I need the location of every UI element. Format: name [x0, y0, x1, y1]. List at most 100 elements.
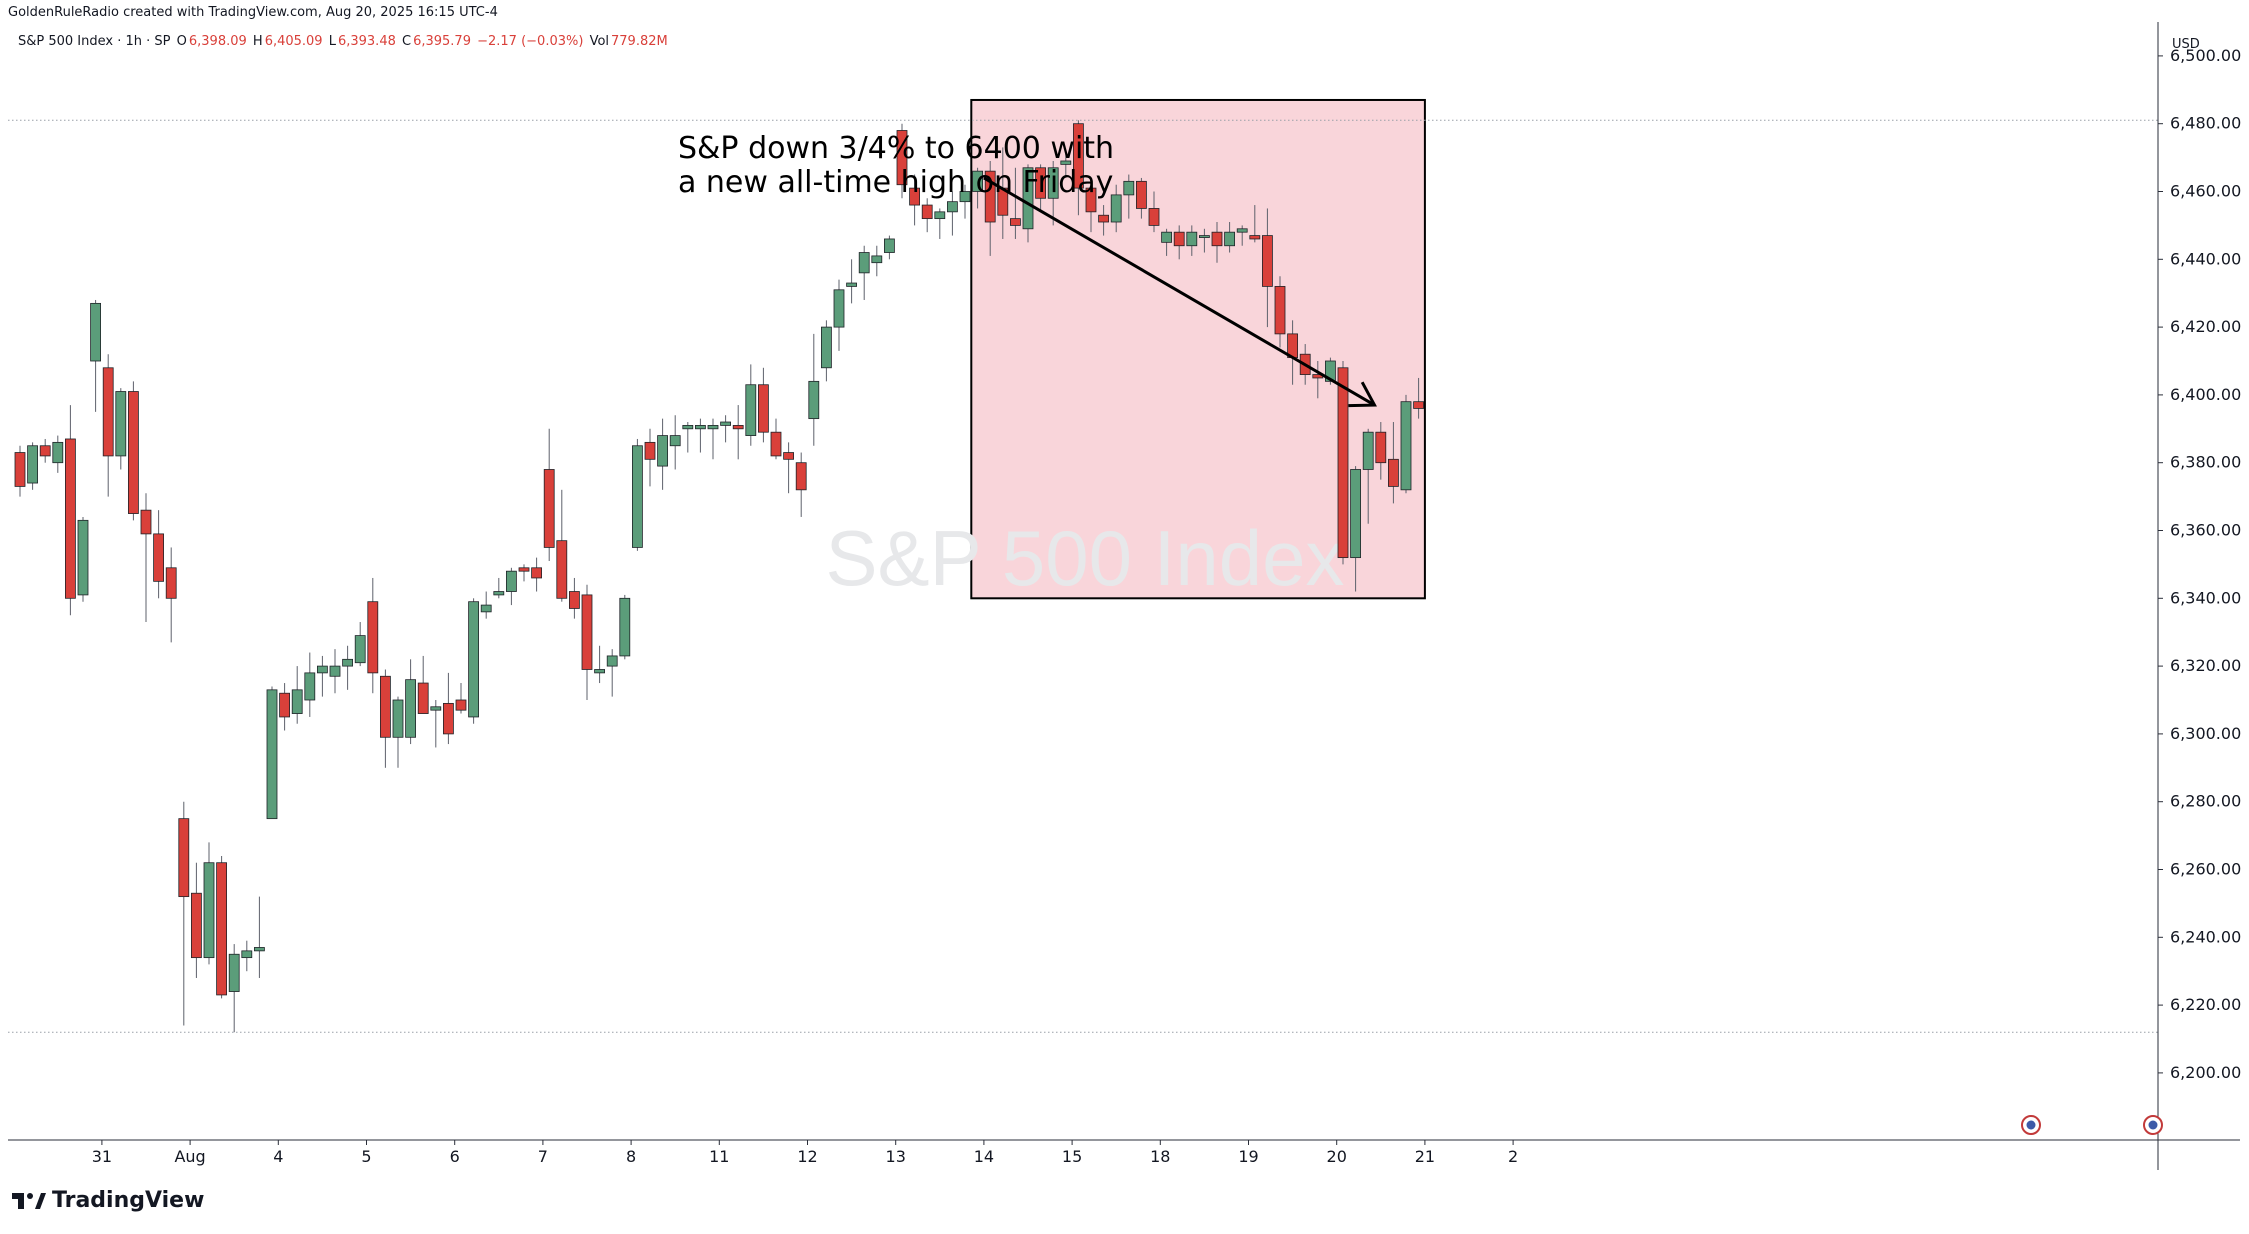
x-tick-label: 19	[1238, 1147, 1258, 1166]
candle-up	[342, 658, 354, 667]
candle-down	[984, 170, 996, 223]
candle-up	[1022, 167, 1034, 230]
candle-down	[127, 391, 139, 514]
candle-down	[770, 431, 782, 457]
candle-down	[379, 675, 391, 738]
candle-down	[795, 462, 807, 491]
candle-down	[783, 452, 794, 460]
candle-up	[884, 238, 895, 253]
candle-up	[1161, 231, 1172, 243]
annotations	[983, 176, 1377, 408]
x-tick-label: 31	[92, 1147, 112, 1166]
candle-up	[329, 665, 341, 677]
brand-name: TradingView	[52, 1188, 205, 1213]
candle-down	[65, 438, 76, 599]
candle-up	[266, 689, 278, 820]
y-tick-label: 6,440.00	[2170, 249, 2241, 268]
trend-arrow-head	[1348, 381, 1377, 408]
candle-down	[1173, 231, 1185, 247]
candle-up	[1110, 194, 1122, 223]
high-value: 6,405.09	[264, 34, 323, 49]
candle-up	[657, 435, 668, 467]
candle-down	[140, 509, 152, 535]
candle-up	[405, 679, 417, 738]
x-tick-label: 12	[797, 1147, 817, 1166]
candle-up	[304, 672, 316, 701]
y-tick-label: 6,360.00	[2170, 521, 2241, 540]
candle-up	[354, 635, 366, 664]
candle-up	[871, 255, 883, 264]
candle-up	[1123, 180, 1135, 196]
candle-down	[543, 469, 555, 548]
candle-up	[241, 950, 253, 959]
y-tick-label: 6,280.00	[2170, 792, 2241, 811]
candle-down	[518, 567, 530, 572]
candle-down	[1413, 401, 1424, 409]
candle-down	[1388, 458, 1399, 487]
candle-down	[102, 367, 114, 457]
highlight-box	[970, 98, 1426, 600]
chart-background	[8, 98, 2158, 1033]
candle-down	[921, 204, 933, 220]
candle-up	[27, 445, 39, 484]
candle-up	[505, 570, 517, 592]
symbol-legend: S&P 500 Index · 1h · SP O 6,398.09 H 6,405…	[18, 34, 670, 49]
candle-down	[153, 533, 165, 582]
candle-down	[178, 818, 190, 898]
candle-up	[1350, 469, 1361, 559]
x-tick-label: 18	[1150, 1147, 1170, 1166]
candle-down	[644, 441, 656, 460]
tradingview-brand[interactable]: TradingView	[12, 1188, 204, 1213]
candle-down	[1035, 167, 1046, 199]
candle-up	[1236, 228, 1248, 233]
candle-up	[316, 665, 328, 674]
candle-up	[1362, 431, 1374, 470]
candle-down	[279, 692, 291, 718]
x-tick-label: 21	[1415, 1147, 1435, 1166]
candle-down	[758, 384, 769, 433]
symbol-name: S&P 500 Index · 1h · SP	[18, 34, 171, 49]
candle-up	[594, 669, 605, 674]
annotation-line-1: S&P down 3/4% to 6400 with	[678, 131, 1114, 166]
candle-down	[909, 187, 920, 206]
candle-up	[833, 289, 845, 328]
x-tick-label: 14	[974, 1147, 994, 1166]
candle-down	[1337, 367, 1349, 559]
candle-up	[619, 597, 631, 657]
x-tick-label: 20	[1327, 1147, 1347, 1166]
candle-down	[1249, 235, 1261, 240]
candle-up	[468, 601, 480, 718]
x-tick-label: 15	[1062, 1147, 1082, 1166]
candle-down	[1073, 123, 1084, 189]
candle-up	[228, 953, 240, 992]
y-tick-label: 6,420.00	[2170, 317, 2241, 336]
change-value: −2.17 (−0.03%)	[477, 34, 584, 49]
candle-down	[1211, 231, 1223, 247]
candle-up	[947, 201, 958, 213]
candle-up	[77, 519, 89, 596]
vol-label: Vol	[589, 34, 610, 49]
candle-up	[493, 591, 505, 596]
candle-up	[1325, 360, 1336, 382]
x-tick-label: 8	[626, 1147, 636, 1166]
candle-up	[934, 211, 946, 220]
vol-value: 779.82M	[611, 34, 668, 49]
candle-down	[1262, 235, 1273, 287]
tradingview-logo-icon	[12, 1192, 46, 1209]
candle-down	[367, 601, 379, 674]
candle-up	[808, 380, 820, 420]
candle-down	[14, 452, 26, 487]
x-tick-label: 11	[709, 1147, 729, 1166]
y-tick-label: 6,460.00	[2170, 182, 2241, 201]
candle-down	[581, 594, 593, 670]
candle-up	[682, 425, 694, 430]
candle-up	[606, 655, 618, 667]
y-tick-label: 6,220.00	[2170, 995, 2241, 1014]
y-tick-label: 6,320.00	[2170, 656, 2241, 675]
candle-up	[846, 282, 857, 287]
candle-up	[858, 252, 870, 274]
candle-down	[39, 445, 51, 457]
candle-up	[707, 425, 719, 430]
y-tick-label: 6,400.00	[2170, 385, 2241, 404]
